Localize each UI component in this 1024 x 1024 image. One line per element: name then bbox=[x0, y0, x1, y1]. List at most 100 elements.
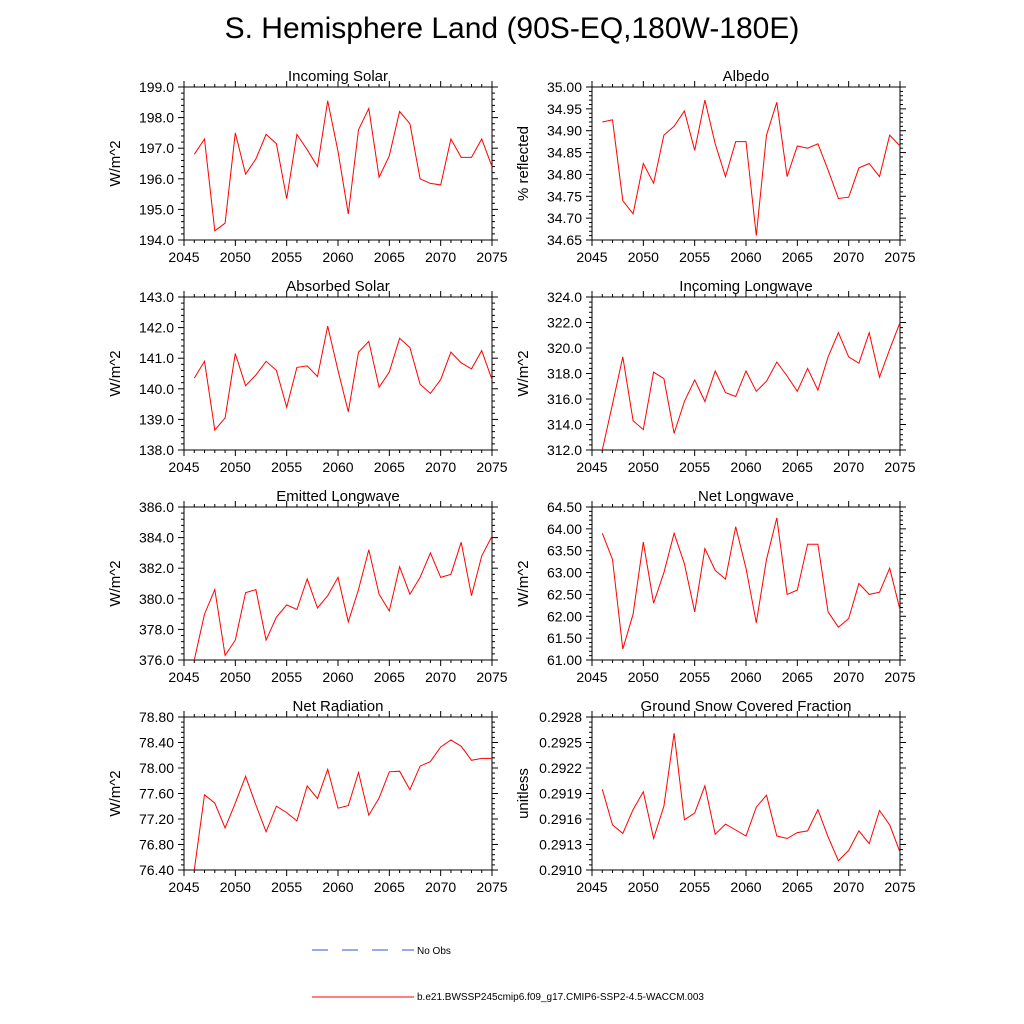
data-point bbox=[786, 176, 788, 178]
data-point bbox=[234, 802, 236, 804]
data-point bbox=[879, 176, 881, 178]
x-tick-label: 2075 bbox=[476, 669, 507, 685]
x-tick-label: 2045 bbox=[576, 459, 607, 475]
data-point bbox=[306, 365, 308, 367]
data-point bbox=[204, 613, 206, 615]
data-point bbox=[358, 129, 360, 131]
y-tick-label: 64.00 bbox=[547, 521, 582, 537]
x-tick-label: 2055 bbox=[679, 879, 710, 895]
data-point bbox=[245, 385, 247, 387]
data-point bbox=[735, 396, 737, 398]
data-point bbox=[471, 156, 473, 158]
data-point bbox=[245, 592, 247, 594]
data-point bbox=[848, 356, 850, 358]
data-point bbox=[275, 805, 277, 807]
data-point bbox=[807, 543, 809, 545]
data-point bbox=[481, 555, 483, 557]
x-tick-label: 2045 bbox=[168, 249, 199, 265]
data-point bbox=[204, 360, 206, 362]
data-point bbox=[817, 809, 819, 811]
x-tick-label: 2050 bbox=[628, 249, 659, 265]
data-point bbox=[745, 835, 747, 837]
y-tick-label: 77.60 bbox=[139, 786, 174, 802]
x-tick-label: 2055 bbox=[679, 249, 710, 265]
data-point bbox=[327, 100, 329, 102]
data-point bbox=[755, 622, 757, 624]
x-tick-label: 2060 bbox=[730, 459, 761, 475]
data-point bbox=[378, 593, 380, 595]
data-point bbox=[612, 824, 614, 826]
data-point bbox=[899, 851, 901, 853]
data-point bbox=[642, 791, 644, 793]
data-point bbox=[601, 449, 603, 451]
data-point bbox=[460, 745, 462, 747]
data-point bbox=[317, 166, 319, 168]
data-point bbox=[368, 340, 370, 342]
x-tick-label: 2065 bbox=[782, 459, 813, 475]
y-axis-label: W/m^2 bbox=[515, 350, 532, 396]
panel-title: Incoming Longwave bbox=[679, 278, 812, 295]
y-tick-label: 312.0 bbox=[547, 442, 582, 458]
x-tick-label: 2055 bbox=[679, 459, 710, 475]
plot-frame bbox=[591, 716, 901, 871]
data-point bbox=[214, 802, 216, 804]
y-tick-label: 0.2910 bbox=[539, 862, 582, 878]
series-line bbox=[193, 739, 492, 871]
y-tick-label: 0.2919 bbox=[539, 786, 582, 802]
data-point bbox=[204, 794, 206, 796]
x-tick-label: 2055 bbox=[271, 249, 302, 265]
data-point bbox=[491, 535, 493, 537]
data-point bbox=[491, 379, 493, 381]
y-tick-label: 386.0 bbox=[139, 499, 174, 515]
x-tick-label: 2070 bbox=[425, 249, 456, 265]
data-point bbox=[419, 576, 421, 578]
data-point bbox=[776, 361, 778, 363]
data-point bbox=[601, 121, 603, 123]
data-point bbox=[306, 578, 308, 580]
data-point bbox=[714, 569, 716, 571]
data-point bbox=[337, 369, 339, 371]
data-point bbox=[694, 149, 696, 151]
data-point bbox=[673, 432, 675, 434]
data-point bbox=[704, 401, 706, 403]
chart-panel-1: Incoming Solar W/m^2 194.0 195.0 196.0 197.0 1… bbox=[107, 68, 508, 265]
data-point bbox=[460, 541, 462, 543]
data-point bbox=[378, 386, 380, 388]
data-point bbox=[704, 548, 706, 550]
x-tick-label: 2065 bbox=[374, 879, 405, 895]
chart-panel-5: Emitted Longwave W/m^2 376.0 378.0 380.0 382.… bbox=[107, 488, 508, 685]
data-point bbox=[429, 392, 431, 394]
data-point bbox=[796, 145, 798, 147]
data-point bbox=[358, 351, 360, 353]
plot-frame bbox=[591, 86, 901, 241]
data-point bbox=[653, 838, 655, 840]
data-point bbox=[848, 618, 850, 620]
data-point bbox=[317, 798, 319, 800]
y-tick-label: 378.0 bbox=[139, 621, 174, 637]
data-point bbox=[786, 593, 788, 595]
data-point bbox=[224, 827, 226, 829]
y-tick-label: 34.90 bbox=[547, 123, 582, 139]
data-point bbox=[868, 843, 870, 845]
data-point bbox=[868, 332, 870, 334]
data-point bbox=[255, 374, 257, 376]
y-axis-label: W/m^2 bbox=[107, 770, 124, 816]
data-point bbox=[429, 182, 431, 184]
data-point bbox=[317, 607, 319, 609]
y-tick-label: 196.0 bbox=[139, 171, 174, 187]
y-tick-label: 34.85 bbox=[547, 145, 582, 161]
data-point bbox=[776, 101, 778, 103]
data-point bbox=[653, 602, 655, 604]
data-point bbox=[807, 367, 809, 369]
series-line bbox=[602, 99, 901, 236]
x-tick-label: 2050 bbox=[220, 459, 251, 475]
y-axis-label: W/m^2 bbox=[515, 560, 532, 606]
data-point bbox=[471, 595, 473, 597]
data-point bbox=[429, 552, 431, 554]
data-point bbox=[858, 583, 860, 585]
x-tick-label: 2060 bbox=[730, 669, 761, 685]
y-tick-label: 380.0 bbox=[139, 591, 174, 607]
data-point bbox=[612, 559, 614, 561]
data-point bbox=[868, 593, 870, 595]
